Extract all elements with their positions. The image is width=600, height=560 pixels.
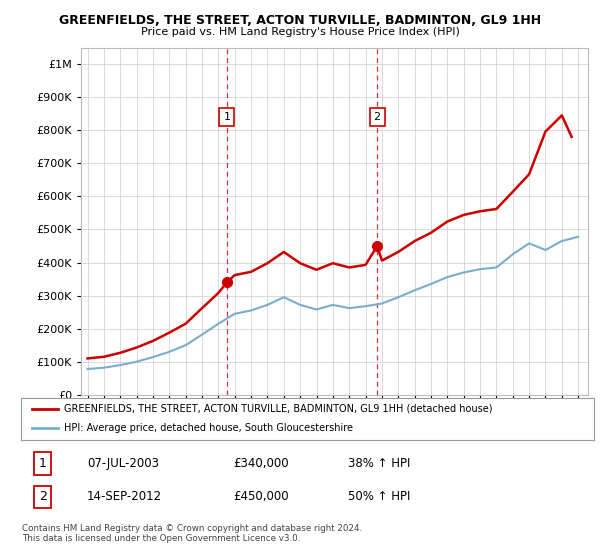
Text: HPI: Average price, detached house, South Gloucestershire: HPI: Average price, detached house, Sout… (64, 423, 353, 433)
Text: Price paid vs. HM Land Registry's House Price Index (HPI): Price paid vs. HM Land Registry's House … (140, 27, 460, 37)
Text: GREENFIELDS, THE STREET, ACTON TURVILLE, BADMINTON, GL9 1HH: GREENFIELDS, THE STREET, ACTON TURVILLE,… (59, 14, 541, 27)
Text: 2: 2 (39, 491, 47, 503)
Text: £340,000: £340,000 (233, 457, 289, 470)
Text: 1: 1 (39, 457, 47, 470)
Text: 07-JUL-2003: 07-JUL-2003 (87, 457, 159, 470)
Text: 38% ↑ HPI: 38% ↑ HPI (347, 457, 410, 470)
Text: 2: 2 (374, 112, 381, 122)
Text: £450,000: £450,000 (233, 491, 289, 503)
Text: GREENFIELDS, THE STREET, ACTON TURVILLE, BADMINTON, GL9 1HH (detached house): GREENFIELDS, THE STREET, ACTON TURVILLE,… (64, 404, 493, 414)
Text: 14-SEP-2012: 14-SEP-2012 (87, 491, 162, 503)
Text: Contains HM Land Registry data © Crown copyright and database right 2024.
This d: Contains HM Land Registry data © Crown c… (22, 524, 362, 543)
Text: 50% ↑ HPI: 50% ↑ HPI (347, 491, 410, 503)
Text: 1: 1 (223, 112, 230, 122)
